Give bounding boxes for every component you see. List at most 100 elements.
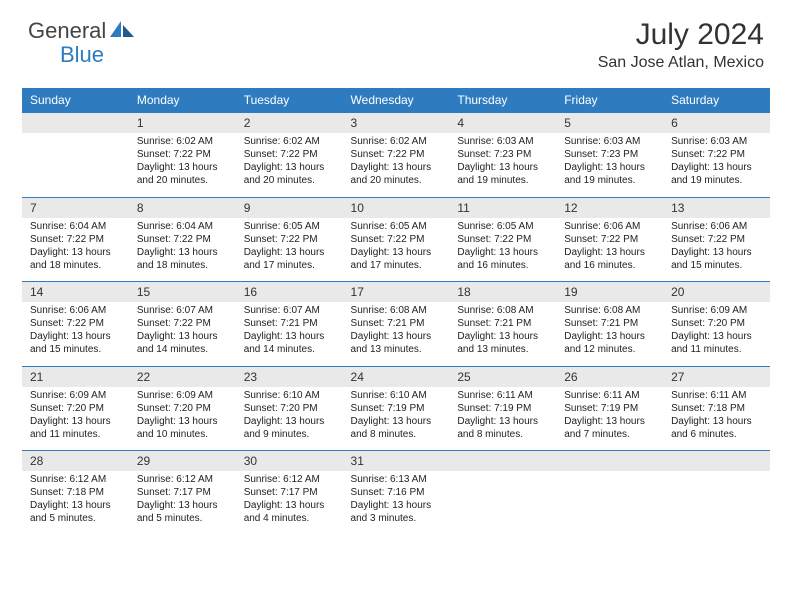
day-info-line: Sunset: 7:20 PM [671,317,762,330]
day-info-line: Daylight: 13 hours [351,415,442,428]
day-info-line: Sunrise: 6:06 AM [564,220,655,233]
day-number-row: 14151617181920 [22,282,770,303]
day-info-line: Sunrise: 6:03 AM [457,135,548,148]
day-info-line: Daylight: 13 hours [351,246,442,259]
day-info-line: and 13 minutes. [457,343,548,356]
day-cell: Sunrise: 6:08 AMSunset: 7:21 PMDaylight:… [343,302,450,360]
day-info-line: Daylight: 13 hours [30,246,121,259]
day-info-line: and 20 minutes. [244,174,335,187]
day-info-line: Sunrise: 6:08 AM [351,304,442,317]
day-number: 10 [343,197,450,218]
day-number-row: 21222324252627 [22,366,770,387]
day-body-row: Sunrise: 6:06 AMSunset: 7:22 PMDaylight:… [22,302,770,360]
day-number: 29 [129,451,236,472]
day-info-line: Sunrise: 6:08 AM [457,304,548,317]
day-info-line: and 6 minutes. [671,428,762,441]
title-block: July 2024 San Jose Atlan, Mexico [598,18,764,72]
day-info-line: and 4 minutes. [244,512,335,525]
day-number-row: 78910111213 [22,197,770,218]
day-info-line: and 19 minutes. [671,174,762,187]
day-number: 15 [129,282,236,303]
day-info-line: and 8 minutes. [351,428,442,441]
day-cell: Sunrise: 6:11 AMSunset: 7:18 PMDaylight:… [663,387,770,445]
day-info-line: Sunset: 7:20 PM [244,402,335,415]
day-info-line: and 7 minutes. [564,428,655,441]
day-info-line: Sunrise: 6:04 AM [30,220,121,233]
day-cell: Sunrise: 6:12 AMSunset: 7:17 PMDaylight:… [129,471,236,529]
sail-icon [110,19,136,44]
day-info-line: Sunset: 7:20 PM [137,402,228,415]
day-cell: Sunrise: 6:07 AMSunset: 7:21 PMDaylight:… [236,302,343,360]
day-number: 14 [22,282,129,303]
day-cell: Sunrise: 6:03 AMSunset: 7:23 PMDaylight:… [556,133,663,191]
day-info-line: Sunset: 7:22 PM [137,148,228,161]
dow-header-row: Sunday Monday Tuesday Wednesday Thursday… [22,88,770,113]
dow-cell: Wednesday [343,88,450,113]
day-info-line: Daylight: 13 hours [30,330,121,343]
day-info-line: Daylight: 13 hours [137,161,228,174]
day-info-line: Sunrise: 6:09 AM [30,389,121,402]
day-info-line: Daylight: 13 hours [30,415,121,428]
day-number: 12 [556,197,663,218]
day-info-line: Sunset: 7:22 PM [137,233,228,246]
dow-cell: Friday [556,88,663,113]
day-info-line: and 3 minutes. [351,512,442,525]
day-cell: Sunrise: 6:09 AMSunset: 7:20 PMDaylight:… [129,387,236,445]
day-info-line: Sunrise: 6:02 AM [244,135,335,148]
day-info-line: and 18 minutes. [137,259,228,272]
day-info-line: and 15 minutes. [30,343,121,356]
day-info-line: and 5 minutes. [137,512,228,525]
day-number: 4 [449,113,556,134]
day-info-line: Sunrise: 6:04 AM [137,220,228,233]
day-cell: Sunrise: 6:09 AMSunset: 7:20 PMDaylight:… [663,302,770,360]
day-cell [22,133,129,191]
dow-cell: Saturday [663,88,770,113]
day-info-line: Sunset: 7:20 PM [30,402,121,415]
day-cell: Sunrise: 6:02 AMSunset: 7:22 PMDaylight:… [343,133,450,191]
day-info-line: Sunrise: 6:11 AM [457,389,548,402]
day-info-line: Sunrise: 6:07 AM [137,304,228,317]
day-info-line: Sunset: 7:22 PM [564,233,655,246]
day-info-line: Daylight: 13 hours [137,415,228,428]
day-number: 30 [236,451,343,472]
day-info-line: Sunrise: 6:03 AM [564,135,655,148]
day-info-line: Daylight: 13 hours [30,499,121,512]
day-cell [449,471,556,529]
day-info-line: and 15 minutes. [671,259,762,272]
day-info-line: Sunset: 7:22 PM [671,148,762,161]
day-number: 28 [22,451,129,472]
day-cell: Sunrise: 6:04 AMSunset: 7:22 PMDaylight:… [129,218,236,276]
day-info-line: Sunset: 7:18 PM [671,402,762,415]
day-info-line: Sunset: 7:22 PM [244,148,335,161]
day-cell: Sunrise: 6:07 AMSunset: 7:22 PMDaylight:… [129,302,236,360]
day-info-line: and 12 minutes. [564,343,655,356]
day-cell: Sunrise: 6:03 AMSunset: 7:22 PMDaylight:… [663,133,770,191]
day-info-line: Daylight: 13 hours [457,415,548,428]
day-number: 13 [663,197,770,218]
day-number: 9 [236,197,343,218]
day-info-line: and 18 minutes. [30,259,121,272]
day-number: 5 [556,113,663,134]
day-info-line: Sunrise: 6:10 AM [244,389,335,402]
day-info-line: Sunset: 7:22 PM [457,233,548,246]
day-cell: Sunrise: 6:03 AMSunset: 7:23 PMDaylight:… [449,133,556,191]
day-info-line: Daylight: 13 hours [244,246,335,259]
day-cell: Sunrise: 6:09 AMSunset: 7:20 PMDaylight:… [22,387,129,445]
day-cell: Sunrise: 6:11 AMSunset: 7:19 PMDaylight:… [556,387,663,445]
day-number: 7 [22,197,129,218]
day-info-line: Sunset: 7:19 PM [351,402,442,415]
day-number: 8 [129,197,236,218]
dow-cell: Thursday [449,88,556,113]
day-number [22,113,129,134]
day-number: 3 [343,113,450,134]
day-info-line: Sunrise: 6:03 AM [671,135,762,148]
day-info-line: Daylight: 13 hours [457,246,548,259]
day-info-line: Sunset: 7:22 PM [137,317,228,330]
day-cell: Sunrise: 6:10 AMSunset: 7:19 PMDaylight:… [343,387,450,445]
day-number: 31 [343,451,450,472]
day-info-line: Sunrise: 6:12 AM [30,473,121,486]
day-info-line: and 10 minutes. [137,428,228,441]
day-info-line: and 16 minutes. [457,259,548,272]
day-info-line: Daylight: 13 hours [457,330,548,343]
day-info-line: Daylight: 13 hours [351,161,442,174]
